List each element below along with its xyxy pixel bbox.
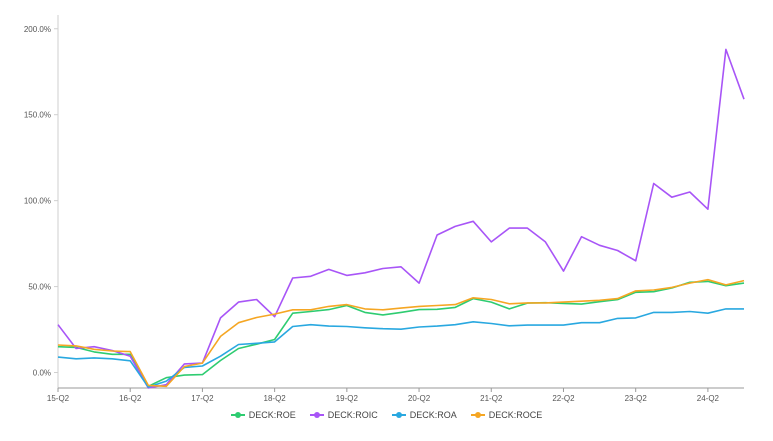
legend-label: DECK:ROA [409, 410, 457, 420]
y-tick-label: 150.0% [24, 111, 51, 120]
legend-swatch-icon [391, 412, 406, 418]
x-tick-label: 24-Q2 [697, 394, 720, 403]
legend-item-deck-roic[interactable]: DECK:ROIC [309, 410, 378, 420]
legend-swatch-icon [470, 412, 485, 418]
legend-item-deck-roe[interactable]: DECK:ROE [230, 410, 296, 420]
series-line-deck-roe [57, 280, 745, 388]
series-line-deck-roce [57, 278, 745, 388]
x-tick-label: 16-Q2 [119, 394, 142, 403]
legend-label: DECK:ROE [248, 410, 296, 420]
x-axis: 15-Q2 16-Q2 17-Q2 18-Q2 19-Q2 20-Q2 21-Q2 22-Q2… [47, 387, 744, 403]
x-tick-label: 19-Q2 [336, 394, 359, 403]
y-tick-label: 50.0% [28, 283, 51, 292]
legend-item-deck-roce[interactable]: DECK:ROCE [470, 410, 543, 420]
x-tick-label: 17-Q2 [191, 394, 214, 403]
x-tick-label: 23-Q2 [625, 394, 648, 403]
x-tick-label: 20-Q2 [408, 394, 431, 403]
legend-label: DECK:ROCE [488, 410, 543, 420]
x-tick-label: 18-Q2 [264, 394, 287, 403]
series-line-deck-roic [57, 48, 745, 389]
series-layer [57, 48, 745, 389]
y-tick-label: 0.0% [33, 369, 51, 378]
series-line-deck-roa [57, 308, 744, 388]
legend-label: DECK:ROIC [327, 410, 378, 420]
legend-item-deck-roa[interactable]: DECK:ROA [391, 410, 457, 420]
legend-swatch-icon [230, 412, 245, 418]
x-tick-label: 15-Q2 [47, 394, 70, 403]
x-tick-label: 21-Q2 [480, 394, 503, 403]
x-tick-label: 22-Q2 [552, 394, 575, 403]
y-tick-label: 200.0% [24, 25, 51, 34]
y-tick-label: 100.0% [24, 197, 51, 206]
legend-swatch-icon [309, 412, 324, 418]
y-axis: 0.0% 50.0% 100.0% 150.0% 200.0% [24, 15, 59, 388]
legend: DECK:ROE DECK:ROIC DECK:ROA DECK:ROCE [0, 410, 773, 420]
